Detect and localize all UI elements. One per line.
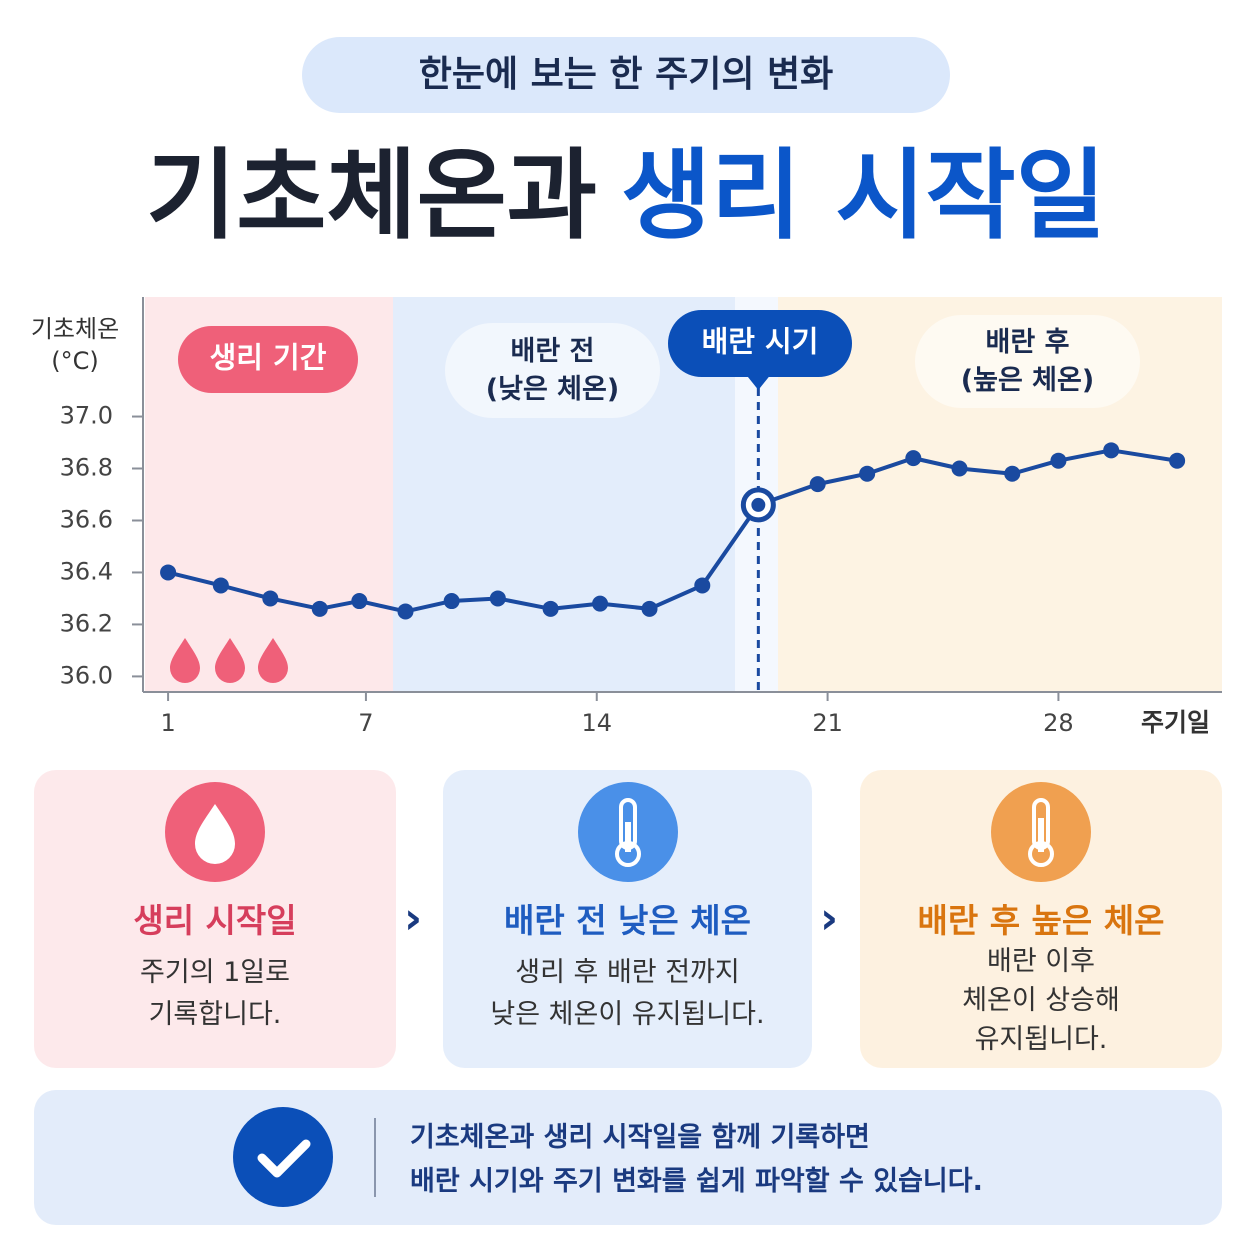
line: 기록합니다.	[148, 999, 282, 1030]
point	[859, 465, 876, 482]
card-title: 배란 후 높은 체온	[917, 901, 1165, 940]
y-axis-label: (°C)	[51, 347, 98, 375]
point	[641, 600, 658, 617]
point	[212, 577, 229, 594]
y-tick-label: 36.6	[60, 505, 113, 533]
phase-label: 생리 기간	[210, 341, 327, 375]
point	[592, 595, 609, 612]
phase-pill	[668, 310, 852, 377]
y-tick-label: 36.4	[60, 557, 113, 585]
point	[951, 460, 968, 477]
chart: 한눈에 보는 한 주기의 변화 기초체온과 생리 시작일 기초체온 (°C) 36.0…	[31, 37, 1222, 737]
card-title: 배란 전 낮은 체온	[504, 901, 751, 940]
x-tick-label: 21	[812, 709, 843, 737]
phase-sublabel: (낮은 체온)	[486, 374, 619, 405]
title-main: 기초체온과	[146, 139, 597, 253]
drop-icon	[258, 638, 288, 683]
chevron: ›	[404, 893, 423, 944]
drop-icon	[170, 638, 200, 683]
phase-label: 배란 전	[511, 336, 595, 367]
point	[262, 590, 279, 607]
y-tick-label: 36.8	[60, 454, 113, 482]
point	[397, 603, 414, 620]
phase-pill	[445, 323, 660, 418]
line: 배란 시기와 주기 변화를 쉽게 파악할 수 있습니다.	[410, 1166, 983, 1197]
phase-label: 배란 시기	[702, 325, 819, 359]
phase-sublabel: (높은 체온)	[961, 365, 1094, 396]
badge-bg	[302, 37, 950, 113]
drop-icon	[215, 638, 245, 683]
point	[905, 450, 922, 467]
line: 유지됩니다.	[974, 1024, 1108, 1055]
line: 주기의 1일로	[140, 957, 290, 988]
line: 배란 이후	[987, 946, 1095, 977]
line: 생리 후 배란 전까지	[515, 957, 740, 988]
badge: 한눈에 보는 한 주기의 변화	[419, 54, 833, 95]
point	[489, 590, 506, 607]
phase-label: 배란 후	[986, 327, 1070, 358]
x-tick-label: 14	[581, 709, 612, 737]
icon	[165, 782, 265, 882]
icon	[577, 782, 678, 882]
x-tick-label: 28	[1043, 709, 1074, 737]
point	[1169, 452, 1186, 469]
title-accent: 생리 시작일	[621, 139, 1106, 253]
x-tick-label: 7	[358, 709, 373, 737]
pointer	[746, 375, 771, 390]
y-axis-label: 기초체온	[31, 315, 119, 343]
card-title: 생리 시작일	[133, 901, 297, 940]
chevron: ›	[820, 893, 839, 944]
point	[160, 564, 177, 581]
x-tick-label: 1	[160, 709, 175, 737]
point	[542, 600, 559, 617]
icon	[991, 782, 1091, 882]
x-axis-label: 주기일	[1141, 708, 1210, 737]
point	[351, 593, 368, 610]
y-tick-label: 37.0	[60, 402, 113, 430]
point	[1050, 452, 1067, 469]
y-tick-label: 36.0	[60, 661, 113, 689]
title: 기초체온과 생리 시작일	[146, 139, 1106, 253]
point	[443, 593, 460, 610]
highlight-core	[751, 497, 766, 512]
point	[311, 600, 328, 617]
phase-pill	[915, 315, 1140, 408]
line: 낮은 체온이 유지됩니다.	[490, 999, 765, 1030]
line: 기초체온과 생리 시작일을 함께 기록하면	[410, 1122, 870, 1153]
point	[1103, 442, 1120, 459]
y-tick-label: 36.2	[60, 609, 113, 637]
point	[809, 476, 826, 493]
phase-pill	[178, 326, 358, 393]
point	[1004, 465, 1021, 482]
line: 체온이 상승해	[962, 985, 1120, 1016]
point	[694, 577, 711, 594]
